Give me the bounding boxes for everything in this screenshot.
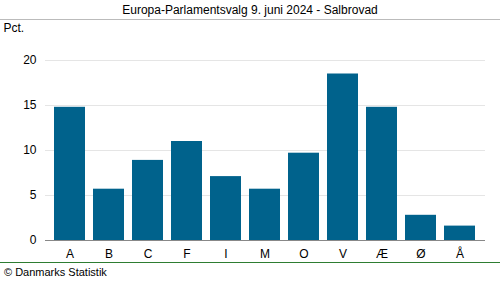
svg-text:A: A: [66, 247, 74, 261]
svg-text:O: O: [299, 247, 308, 261]
svg-text:Ø: Ø: [416, 247, 425, 261]
svg-text:0: 0: [30, 233, 37, 247]
svg-text:F: F: [183, 247, 190, 261]
html-text:© Danmarks Statistik: © Danmarks Statistik: [4, 266, 107, 278]
svg-text:M: M: [260, 247, 270, 261]
svg-text:I: I: [224, 247, 227, 261]
svg-text:B: B: [105, 247, 113, 261]
svg-text:20: 20: [23, 53, 37, 67]
svg-text:10: 10: [23, 143, 37, 157]
svg-text:V: V: [339, 247, 347, 261]
svg-text:Pct.: Pct.: [4, 21, 25, 35]
svg-text:C: C: [144, 247, 153, 261]
svg-text:Æ: Æ: [376, 247, 388, 261]
svg-text:5: 5: [30, 188, 37, 202]
svg-text:Å: Å: [456, 246, 464, 261]
html-text:Europa-Parlamentsvalg 9. juni: Europa-Parlamentsvalg 9. juni 2024 - Sal…: [122, 3, 378, 17]
svg-text:15: 15: [23, 98, 37, 112]
